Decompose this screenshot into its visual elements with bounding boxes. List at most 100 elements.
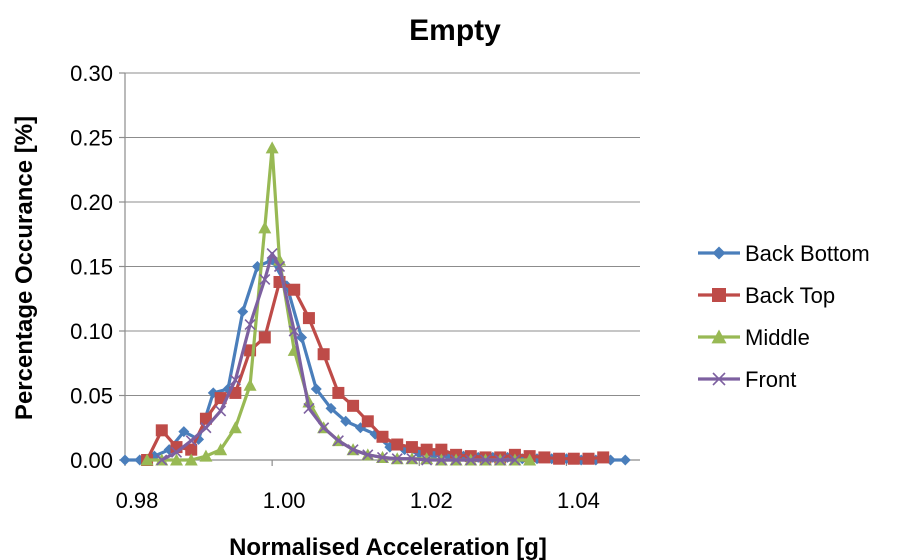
legend-marker (712, 288, 726, 302)
x-tick-label: 1.04 (557, 488, 600, 513)
data-point (420, 443, 433, 456)
legend-marker (712, 372, 726, 386)
y-tick-label: 0.00 (70, 448, 113, 473)
data-point (435, 454, 447, 466)
data-point (538, 451, 551, 464)
data-point (318, 422, 330, 434)
data-point (288, 283, 301, 296)
legend-label: Back Top (745, 283, 835, 308)
data-point (567, 452, 580, 465)
data-point (391, 453, 403, 465)
data-point (229, 374, 241, 386)
data-point (156, 454, 168, 466)
data-point (184, 453, 198, 466)
data-point (199, 449, 213, 462)
legend-marker (712, 246, 726, 260)
x-tick-label: 1.00 (263, 488, 306, 513)
legend: Back Bottom Back Top Middle Front (698, 241, 870, 392)
legend-label: Middle (745, 325, 810, 350)
data-point (332, 435, 344, 447)
data-point (582, 452, 595, 465)
data-point (391, 438, 404, 451)
data-point (302, 312, 315, 325)
data-point (325, 402, 337, 414)
data-point (332, 386, 345, 399)
data-point (310, 383, 322, 395)
data-point (244, 318, 256, 331)
y-tick-label: 0.25 (70, 126, 113, 151)
legend-label: Front (745, 367, 796, 392)
data-point (347, 444, 359, 456)
data-point (155, 424, 168, 437)
legend-item: Back Top (698, 283, 835, 308)
legend-label: Back Bottom (745, 241, 870, 266)
x-axis-label: Normalised Acceleration [g] (229, 534, 547, 560)
data-point (265, 141, 279, 154)
data-point (244, 344, 257, 357)
data-point (450, 454, 462, 466)
data-point (523, 453, 537, 466)
data-point (258, 221, 272, 234)
x-tick-label: 0.98 (116, 488, 159, 513)
data-point (435, 443, 448, 456)
data-point (237, 306, 249, 318)
data-point (243, 378, 257, 391)
legend-item: Middle (698, 325, 810, 350)
data-point (376, 451, 389, 463)
data-point (199, 412, 212, 425)
data-point (494, 454, 506, 466)
data-point (406, 453, 418, 465)
series-back-bottom (119, 254, 631, 466)
data-point (405, 441, 418, 454)
data-point (185, 435, 197, 447)
data-point (465, 454, 477, 466)
data-point (140, 453, 154, 466)
series-layer (119, 141, 631, 466)
x-tick-labels: 0.98 1.00 1.02 1.04 (116, 488, 600, 513)
data-point (200, 422, 212, 434)
x-tick-label: 1.02 (410, 488, 453, 513)
data-point (288, 325, 300, 337)
data-point (119, 454, 131, 466)
data-point (273, 260, 286, 273)
data-point (178, 426, 190, 438)
y-tick-label: 0.05 (70, 384, 113, 409)
data-point (303, 402, 315, 414)
series-front (156, 248, 521, 466)
data-point (266, 248, 278, 260)
data-point (347, 399, 360, 412)
data-point (340, 415, 352, 427)
data-point (228, 421, 242, 434)
data-point (619, 454, 631, 466)
data-point (170, 453, 183, 466)
data-point (362, 449, 374, 461)
data-point (361, 415, 374, 428)
data-point (215, 405, 227, 417)
y-axis-label: Percentage Occurance [%] (11, 116, 38, 420)
data-point (317, 348, 330, 361)
grid-lines (125, 72, 640, 396)
data-point (553, 452, 566, 465)
data-point (509, 454, 521, 466)
data-point (597, 451, 610, 464)
axes (119, 72, 640, 466)
y-tick-label: 0.30 (70, 61, 113, 86)
y-tick-labels: 0.00 0.05 0.10 0.15 0.20 0.25 0.30 (70, 61, 113, 473)
series-line (161, 252, 515, 462)
data-point (421, 454, 433, 466)
y-tick-label: 0.10 (70, 319, 113, 344)
data-point (259, 273, 271, 285)
data-point (479, 454, 492, 466)
y-tick-label: 0.15 (70, 255, 113, 280)
y-tick-label: 0.20 (70, 190, 113, 215)
legend-item: Back Bottom (698, 241, 870, 266)
data-point (185, 443, 198, 456)
chart-title: Empty (409, 14, 501, 47)
legend-marker (711, 329, 727, 344)
data-point (258, 331, 271, 344)
data-point (170, 446, 183, 458)
data-point (214, 443, 228, 456)
data-point (376, 430, 389, 443)
legend-item: Front (698, 367, 796, 392)
